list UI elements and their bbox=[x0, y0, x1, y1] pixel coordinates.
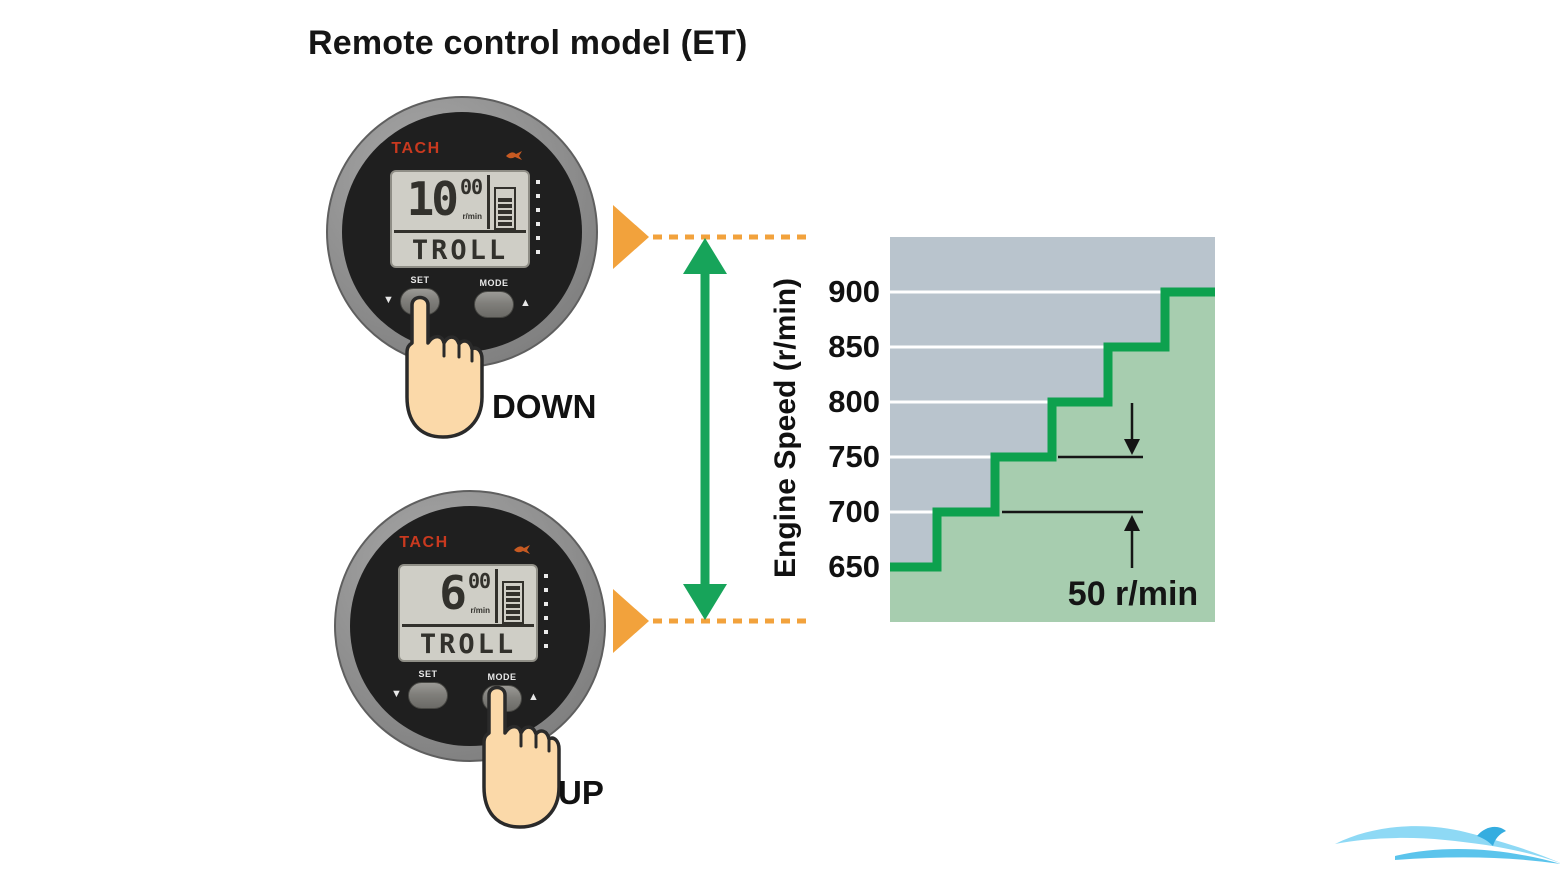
step-line bbox=[890, 287, 1215, 572]
lcd-display: 10 00 r/min TROLL bbox=[390, 170, 530, 268]
up-triangle-icon: ▲ bbox=[520, 297, 531, 309]
step-size-label: 50 r/min bbox=[1068, 575, 1198, 613]
bar-scale-dots bbox=[536, 180, 540, 254]
tach-brand-label: TACH bbox=[391, 140, 441, 157]
mode-button-label: MODE bbox=[479, 278, 509, 288]
lcd-horizontal-divider bbox=[394, 230, 526, 233]
rpm-value-superscript: 00 bbox=[460, 175, 483, 199]
mode-button-label: MODE bbox=[487, 672, 517, 682]
bar-scale-dots bbox=[544, 574, 548, 648]
y-tick-700: 700 bbox=[828, 494, 880, 529]
engine-speed-step-chart: 50 r/min bbox=[890, 237, 1215, 622]
lcd-horizontal-divider bbox=[402, 624, 534, 627]
y-tick-750: 750 bbox=[828, 439, 880, 474]
figure-title: Remote control model (ET) bbox=[308, 24, 748, 62]
y-tick-800: 800 bbox=[828, 384, 880, 419]
orange-triangle-icon bbox=[613, 205, 649, 269]
y-tick-850: 850 bbox=[828, 329, 880, 364]
rpm-unit-label: r/min bbox=[462, 212, 482, 221]
down-triangle-icon: ▼ bbox=[391, 688, 402, 700]
pressing-hand-up bbox=[482, 685, 561, 829]
y-tick-650: 650 bbox=[828, 549, 880, 584]
step-dimension-annotation bbox=[1002, 403, 1143, 568]
y-axis-title: Engine Speed (r/min) bbox=[769, 277, 802, 579]
y-tick-900: 900 bbox=[828, 274, 880, 309]
down-action-label: DOWN bbox=[492, 388, 597, 425]
rpm-unit-label: r/min bbox=[470, 606, 490, 615]
up-action-label: UP bbox=[558, 774, 604, 811]
lcd-separator-line bbox=[487, 175, 490, 229]
rpm-value-superscript: 00 bbox=[468, 569, 491, 593]
orange-triangle-icon bbox=[613, 589, 649, 653]
troll-fish-icon bbox=[506, 151, 522, 160]
dimension-arrow-up-icon bbox=[1124, 515, 1140, 531]
troll-mode-label: TROLL bbox=[419, 629, 517, 660]
lower-level-marker bbox=[613, 589, 809, 653]
wave-watermark-logo bbox=[1335, 826, 1560, 864]
upper-level-marker bbox=[613, 205, 809, 269]
tach-gauge-bottom: TACH 6 00 r/min TROLL SET ▼ MODE ▲ bbox=[334, 490, 606, 762]
tach-brand-label: TACH bbox=[399, 534, 449, 551]
rpm-bar-indicator bbox=[494, 187, 516, 230]
up-triangle-icon: ▲ bbox=[528, 691, 539, 703]
lcd-display: 6 00 r/min TROLL bbox=[398, 564, 538, 662]
pressing-hand-down bbox=[405, 295, 484, 439]
set-button-label: SET bbox=[418, 669, 438, 679]
tach-gauge-top: TACH 10 00 r/min TROLL SET ▼ MODE ▲ bbox=[326, 96, 598, 368]
rpm-value: 10 bbox=[406, 172, 459, 226]
set-button[interactable] bbox=[408, 682, 448, 709]
troll-mode-label: TROLL bbox=[411, 235, 509, 266]
down-triangle-icon: ▼ bbox=[383, 294, 394, 306]
lcd-separator-line bbox=[495, 569, 498, 623]
mode-button[interactable] bbox=[474, 291, 514, 318]
speed-range-double-arrow bbox=[683, 238, 727, 620]
set-button-label: SET bbox=[410, 275, 430, 285]
rpm-value: 6 bbox=[439, 566, 467, 620]
troll-fish-icon bbox=[514, 545, 530, 554]
rpm-bar-indicator bbox=[502, 581, 524, 624]
dimension-arrow-down-icon bbox=[1124, 439, 1140, 455]
